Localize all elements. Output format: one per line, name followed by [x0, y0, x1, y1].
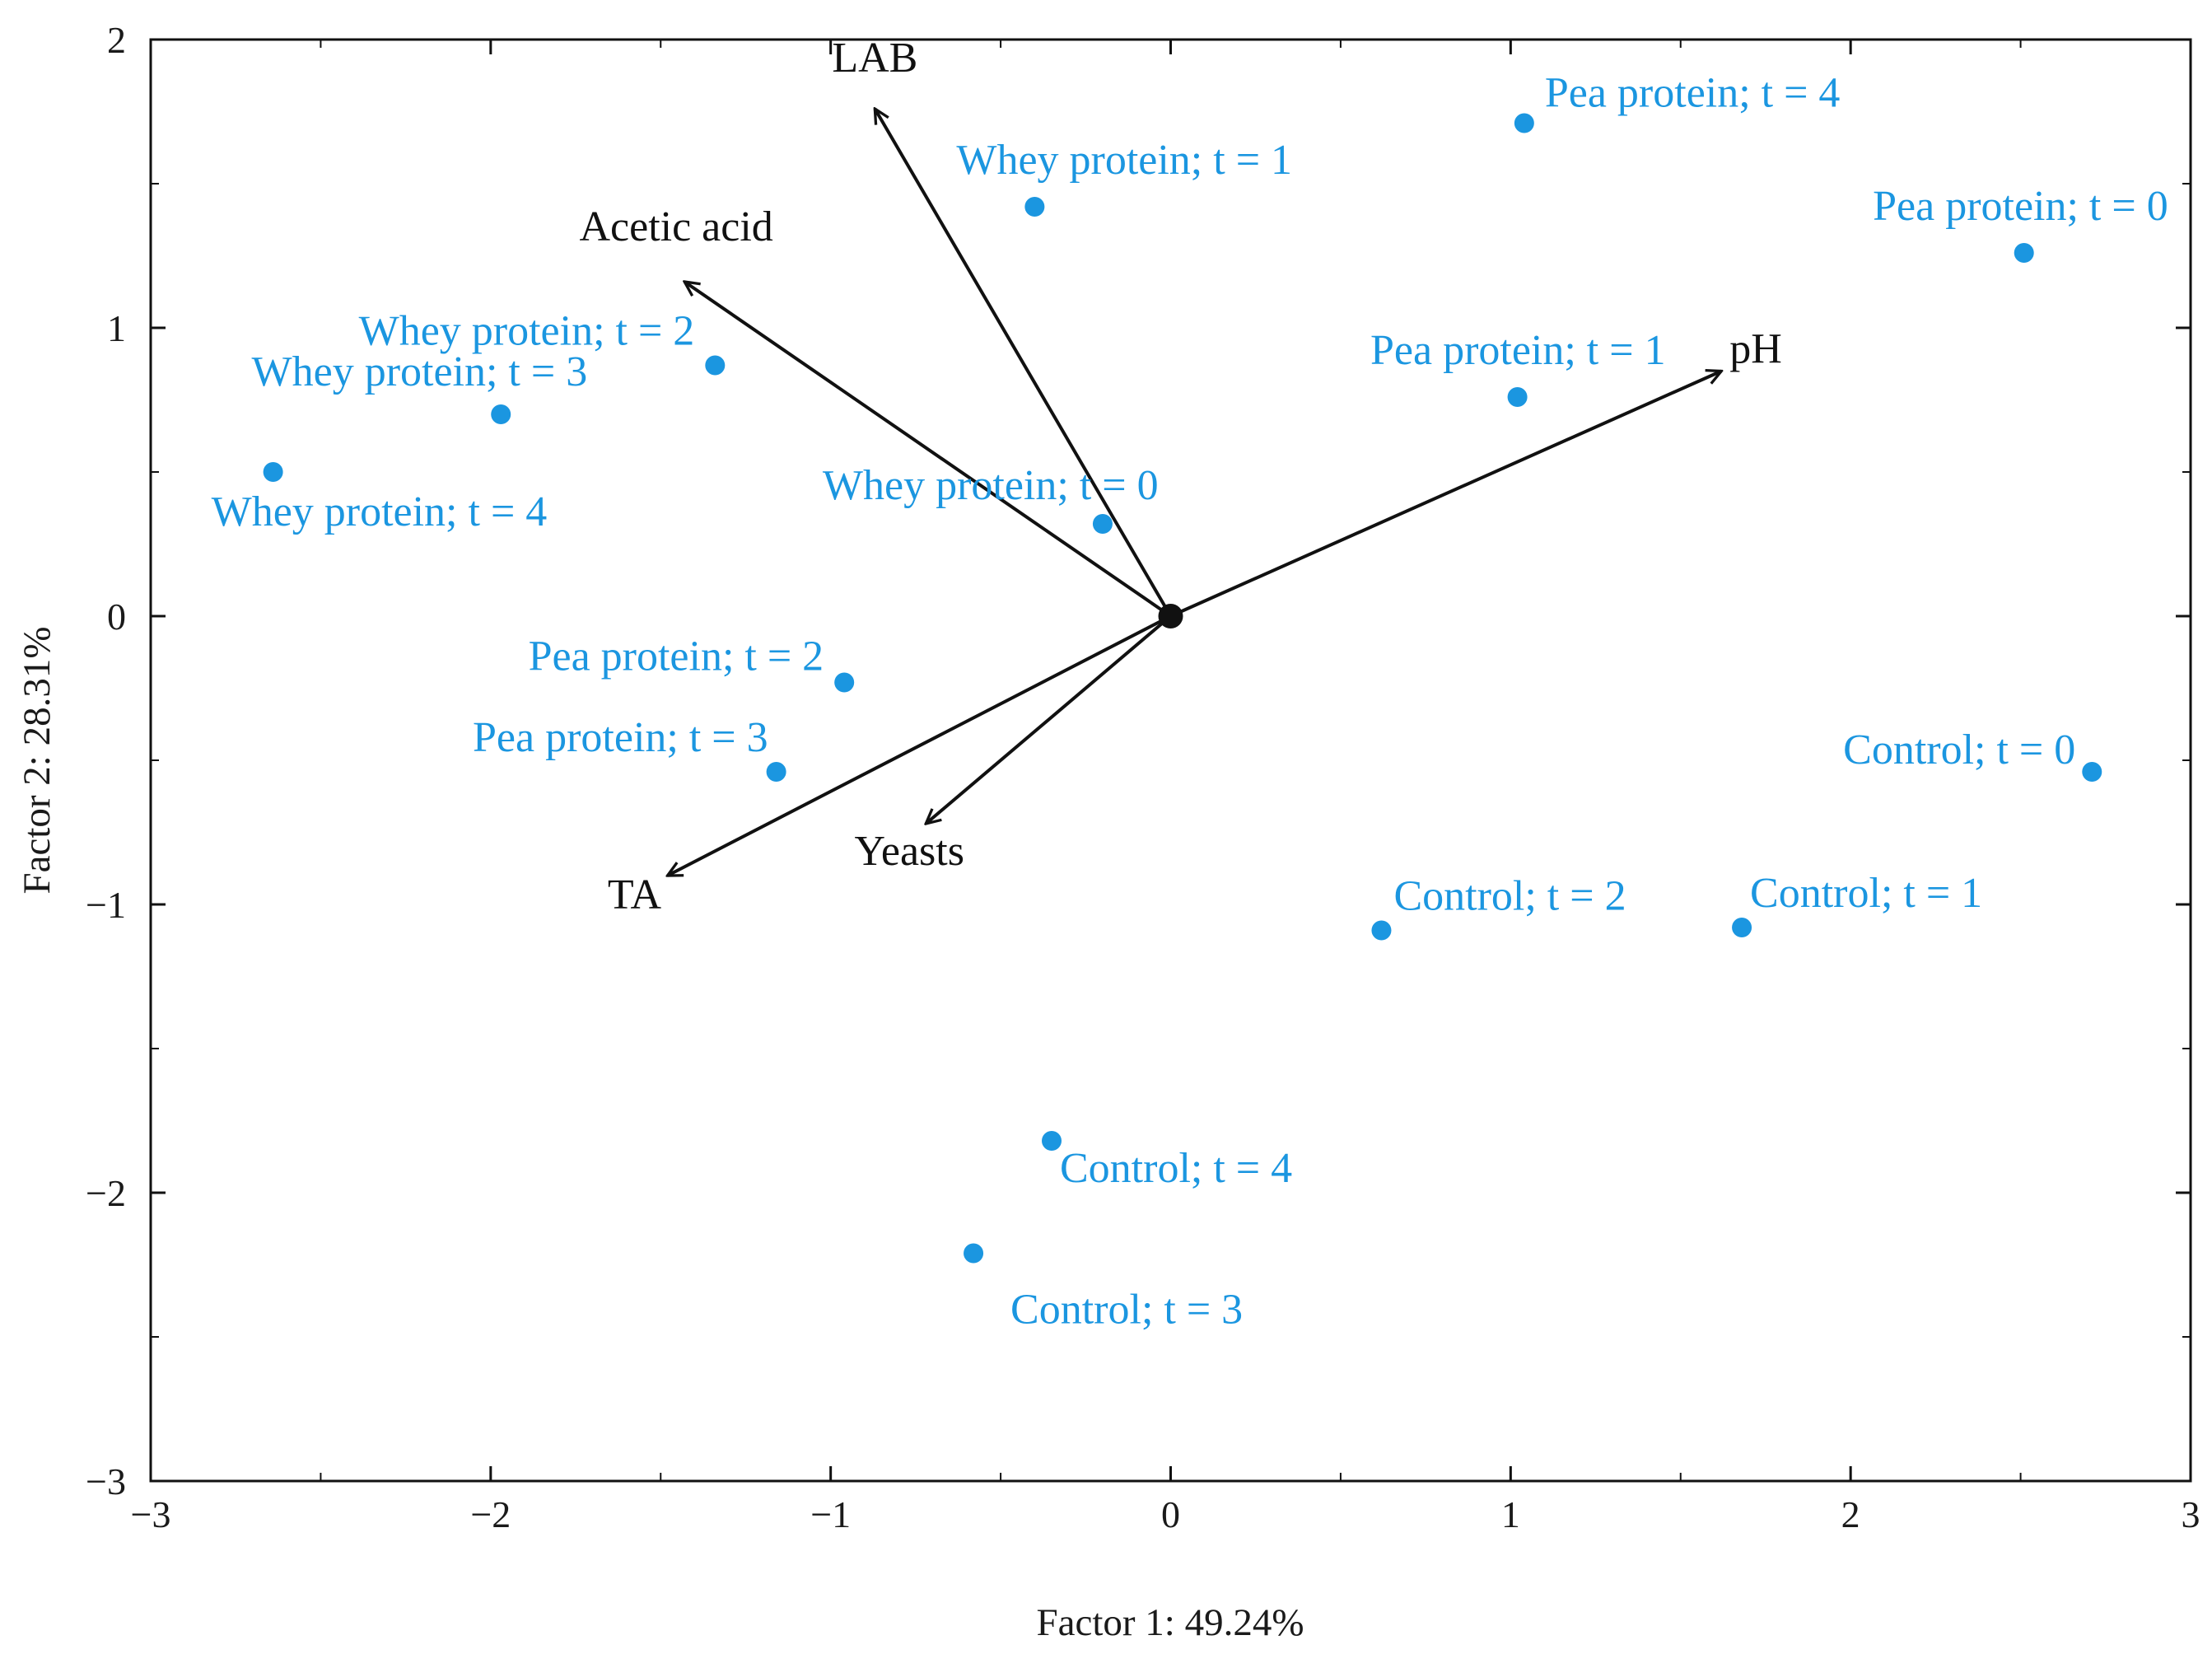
score-point-label: Whey protein; t = 2: [359, 308, 695, 355]
score-point: [2082, 762, 2102, 782]
score-point: [491, 404, 511, 424]
x-tick-label: −2: [470, 1493, 511, 1535]
vector-label: Acetic acid: [579, 203, 772, 250]
loading-arrow: [875, 109, 1173, 618]
point-labels: Pea protein; t = 4 Whey protein; t = 1 Pea…: [212, 70, 2168, 1334]
score-point-label: Pea protein; t = 2: [529, 633, 824, 680]
vector-label: LAB: [832, 35, 917, 82]
x-tick-label: 2: [1841, 1493, 1860, 1535]
score-point-label: Pea protein; t = 4: [1545, 70, 1841, 117]
y-tick-label: −3: [86, 1460, 126, 1502]
score-point-label: Pea protein; t = 3: [473, 714, 768, 761]
score-point-label: Whey protein; t = 3: [252, 348, 588, 395]
origin-dot: [1158, 604, 1183, 628]
score-point: [1024, 197, 1045, 217]
score-point: [1514, 113, 1534, 133]
x-tick-label: 3: [2182, 1493, 2200, 1535]
score-point-label: Pea protein; t = 0: [1873, 183, 2168, 230]
score-point-label: Whey protein; t = 0: [823, 462, 1159, 509]
y-axis-title: Factor 2: 28.31%: [16, 626, 58, 894]
score-point: [766, 762, 786, 782]
score-points: [263, 113, 2102, 1264]
y-tick-label: 2: [107, 19, 126, 61]
loading-arrow: [668, 614, 1172, 877]
loading-arrow: [1169, 371, 1722, 618]
score-point-label: Control; t = 2: [1393, 873, 1626, 920]
vector-label: Yeasts: [855, 828, 964, 875]
score-point: [2014, 243, 2034, 263]
score-point: [705, 355, 726, 376]
x-tick-label: −1: [810, 1493, 851, 1535]
score-point: [1732, 918, 1752, 937]
y-tick-label: 1: [107, 307, 126, 349]
score-point: [834, 672, 855, 693]
score-point-label: Pea protein; t = 1: [1370, 327, 1666, 374]
x-tick-label: 1: [1501, 1493, 1520, 1535]
y-tick-label: 0: [107, 596, 126, 638]
score-point-label: Control; t = 0: [1843, 727, 2075, 773]
score-point-label: Whey protein; t = 1: [956, 137, 1292, 184]
score-point: [1507, 387, 1528, 407]
axis-ticks: −3 −2 −1 0 1 2 3 −3 −2 −1 0 1 2: [86, 19, 2200, 1535]
y-tick-label: −2: [86, 1172, 126, 1214]
vector-label: TA: [608, 871, 662, 918]
score-point-label: Control; t = 3: [1010, 1287, 1243, 1334]
loading-arrow: [926, 614, 1172, 824]
score-point-label: Control; t = 1: [1750, 870, 1982, 917]
score-point-label: Whey protein; t = 4: [212, 488, 548, 535]
score-point: [1371, 920, 1392, 941]
score-point: [1042, 1131, 1062, 1151]
score-point: [964, 1243, 984, 1264]
x-axis-title: Factor 1: 49.24%: [1036, 1601, 1304, 1644]
y-tick-label: −1: [86, 884, 126, 926]
vector-label: pH: [1729, 326, 1782, 373]
score-point: [263, 462, 283, 482]
x-tick-label: −3: [131, 1493, 171, 1535]
x-tick-label: 0: [1161, 1493, 1180, 1535]
loading-vectors: LAB Acetic acid pH Yeasts TA: [579, 35, 1781, 918]
loading-arrow: [684, 282, 1172, 618]
score-point-label: Control; t = 4: [1060, 1145, 1292, 1192]
score-point: [1092, 514, 1113, 534]
